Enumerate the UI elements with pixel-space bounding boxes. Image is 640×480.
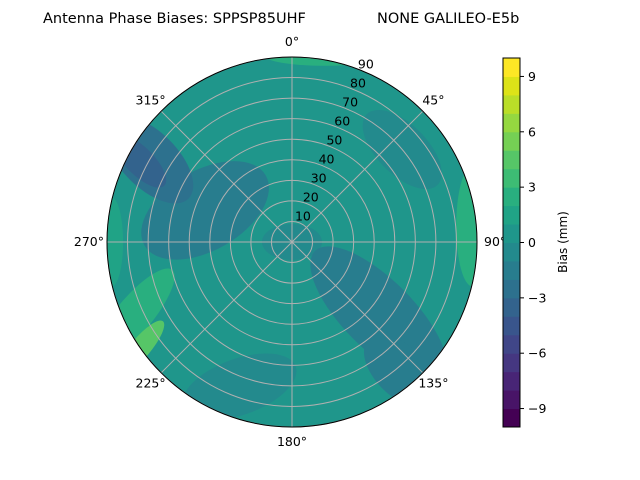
colorbar-level [503,58,520,77]
angular-tick-label: 315° [136,93,166,108]
angular-tick-label: 135° [418,375,448,390]
chart-title-left: Antenna Phase Biases: SPPSP85UHF [43,11,306,27]
colorbar-level [503,408,520,428]
radial-tick-label: 90 [358,57,374,72]
colorbar-tick-label: 9 [528,69,536,84]
colorbar-tick-label: −6 [528,346,546,361]
colorbar-level [503,168,520,188]
colorbar-level [503,316,520,336]
colorbar-level [503,297,520,317]
colorbar-level [503,242,520,262]
angular-tick-label: 180° [277,434,307,449]
colorbar-level [503,371,520,391]
colorbar-tick-label: 3 [528,180,536,195]
radial-tick-label: 30 [311,171,327,186]
angular-tick-label: 225° [136,375,166,390]
colorbar-level [503,113,520,133]
angular-gridline [160,110,424,374]
angular-tick-label: 90° [484,234,506,249]
colorbar-level [503,224,520,243]
colorbar-tick-label: 6 [528,124,536,139]
radial-tick-label: 20 [303,190,319,205]
radial-tick-label: 40 [319,152,335,167]
colorbar-level [503,334,520,354]
radial-tick-label: 70 [342,95,358,110]
angular-tick-label: 270° [74,234,104,249]
colorbar-level [503,94,520,114]
radial-tick-label: 10 [295,209,311,224]
colorbar-level [503,150,520,170]
contour-region [182,353,297,421]
colorbar-tick-label: −9 [528,401,546,416]
plot-border [106,56,478,428]
colorbar: −9 −6 −3 0 3 6 9 [502,57,546,428]
colorbar-level [503,76,520,96]
colorbar-level [503,131,520,151]
polar-grid [106,56,478,428]
colorbar-level [503,187,520,207]
angular-tick-label: 0° [285,34,299,49]
colorbar-level [503,279,520,299]
colorbar-label: Bias (mm) [556,211,570,273]
colorbar-level [503,390,520,410]
colorbar-tick-label: 0 [528,235,536,250]
colorbar-level [503,205,520,225]
radial-tick-label: 80 [350,76,366,91]
radial-tick-label: 60 [334,114,350,129]
radial-tick-label: 50 [326,133,342,148]
colorbar-level [503,260,520,280]
colorbar-tick-label: −3 [528,290,546,305]
colorbar-level [503,353,520,373]
chart-title-right: NONE GALILEO-E5b [377,11,519,27]
contour-region [456,166,477,287]
angular-tick-label: 45° [422,93,444,108]
